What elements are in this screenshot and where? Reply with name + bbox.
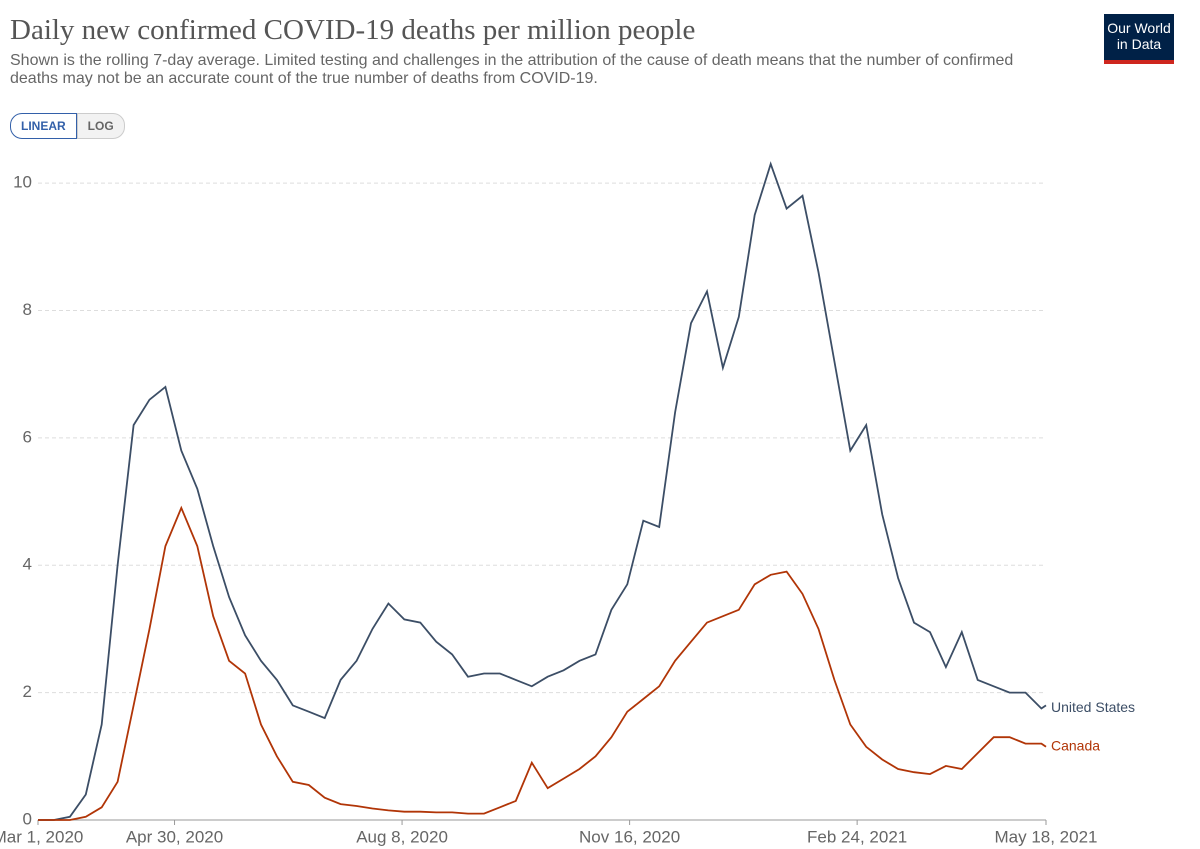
- logo-text: Our World: [1107, 20, 1171, 36]
- chart-title: Daily new confirmed COVID-19 deaths per …: [10, 14, 696, 46]
- x-tick-label: May 18, 2021: [994, 827, 1097, 846]
- logo-text: in Data: [1116, 36, 1162, 52]
- y-tick-label: 8: [23, 300, 32, 319]
- y-tick-label: 4: [23, 555, 32, 574]
- log-button[interactable]: LOG: [76, 113, 125, 139]
- x-tick-label: Aug 8, 2020: [356, 827, 448, 846]
- logo[interactable]: Our World in Data: [1104, 14, 1174, 64]
- chart-subtitle: Shown is the rolling 7-day average. Limi…: [10, 52, 1014, 87]
- y-tick-label: 6: [23, 427, 32, 446]
- series-line: [38, 505, 1047, 821]
- linear-button[interactable]: LINEAR: [10, 113, 77, 139]
- x-tick-label: Nov 16, 2020: [579, 827, 680, 846]
- y-tick-label: 0: [23, 809, 32, 828]
- y-tick-label: 2: [23, 682, 32, 701]
- x-tick-label: Feb 24, 2021: [807, 827, 907, 846]
- series-line: [38, 161, 1047, 821]
- series-label: Canada: [1051, 737, 1100, 753]
- scale-toggle: LINEAR LOG: [10, 113, 125, 139]
- y-tick-label: 10: [13, 173, 32, 192]
- x-tick-label: Mar 1, 2020: [0, 827, 83, 846]
- series-label: United States: [1051, 699, 1135, 715]
- x-tick-label: Apr 30, 2020: [126, 827, 223, 846]
